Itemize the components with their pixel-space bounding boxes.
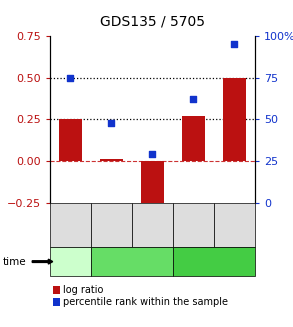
Point <box>191 97 196 102</box>
Bar <box>182 116 205 161</box>
Text: 6 hour: 6 hour <box>53 257 87 267</box>
Text: log ratio: log ratio <box>63 285 103 295</box>
Point <box>68 75 73 80</box>
Text: percentile rank within the sample: percentile rank within the sample <box>63 297 228 307</box>
Text: GSM429: GSM429 <box>106 204 116 245</box>
Text: GDS135 / 5705: GDS135 / 5705 <box>100 15 205 29</box>
Bar <box>59 119 81 161</box>
Text: GSM430: GSM430 <box>229 205 239 245</box>
Text: 18 hour: 18 hour <box>194 257 234 267</box>
Text: GSM423: GSM423 <box>188 204 198 245</box>
Bar <box>141 161 163 211</box>
Text: time: time <box>3 257 27 267</box>
Text: 12 hour: 12 hour <box>112 257 152 267</box>
Point <box>150 152 155 157</box>
Text: GSM428: GSM428 <box>65 204 75 245</box>
Point <box>109 120 114 125</box>
Point <box>232 42 237 47</box>
Bar <box>100 159 123 161</box>
Text: GSM433: GSM433 <box>147 205 157 245</box>
Bar <box>223 77 246 161</box>
